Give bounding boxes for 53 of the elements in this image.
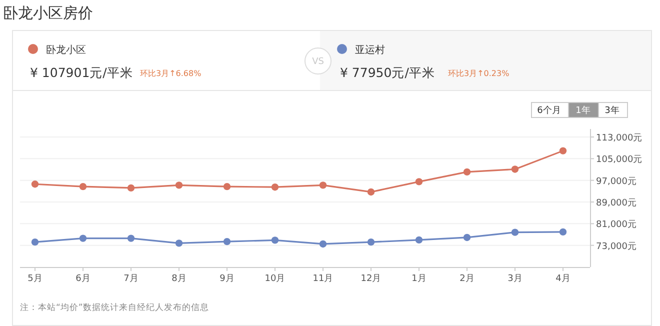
x-tick-label: 4月 [556, 274, 570, 284]
point [367, 238, 375, 246]
legend-label: 亚运村 [355, 44, 385, 56]
x-tick-label: 5月 [28, 274, 42, 284]
point [367, 188, 375, 196]
x-tick-label: 7月 [124, 274, 138, 284]
text: 3年 [604, 105, 620, 116]
point [319, 182, 327, 189]
x-tick-label: 10月 [264, 274, 286, 284]
x-tick-label: 2月 [460, 274, 474, 284]
point [79, 182, 87, 190]
point [223, 182, 231, 190]
point [31, 180, 39, 188]
point [415, 236, 423, 244]
x-tick-label: 3月 [508, 274, 522, 284]
point [271, 236, 279, 244]
point [223, 238, 231, 246]
text: 1年 [576, 105, 590, 116]
chart-title: 卧龙小区房价 [3, 4, 93, 22]
x-tick-label: 8月 [172, 274, 186, 284]
point [559, 147, 567, 154]
text: 注：本站“均价”数据统计来自经纪人发布的信息 [20, 302, 209, 313]
point [511, 166, 519, 173]
point [415, 178, 423, 186]
x-tick-label: 6月 [76, 274, 90, 284]
text: 环比3月↑0.23% [448, 69, 510, 78]
point [319, 240, 327, 248]
x-tick-label: 9月 [220, 274, 234, 284]
x-tick-label: 12月 [360, 274, 382, 284]
point [127, 184, 135, 192]
y-tick-label: 97,000元 [596, 176, 636, 187]
point [463, 168, 471, 176]
point [271, 184, 279, 191]
point [127, 234, 135, 242]
y-tick-label: 73,000元 [596, 240, 636, 252]
point [79, 234, 87, 242]
x-tick-label: 11月 [312, 274, 334, 284]
text: 6个月 [537, 105, 561, 116]
point [511, 228, 519, 236]
legend-label: 卧龙小区 [46, 44, 86, 56]
text: ¥ 107901元/平米 [30, 65, 133, 80]
text: ¥ 77950元/平米 [340, 65, 435, 80]
point [559, 228, 567, 236]
y-tick-label: 89,000元 [596, 198, 636, 208]
text: 环比3月↑6.68% [140, 69, 202, 78]
point [175, 182, 183, 189]
point [175, 240, 183, 247]
point [31, 238, 39, 246]
y-tick-label: 113,000元 [596, 132, 642, 144]
y-tick-label: 81,000元 [596, 219, 636, 230]
x-tick-label: 1月 [412, 274, 426, 284]
y-tick-label: 105,000元 [596, 154, 642, 166]
point [463, 234, 471, 242]
